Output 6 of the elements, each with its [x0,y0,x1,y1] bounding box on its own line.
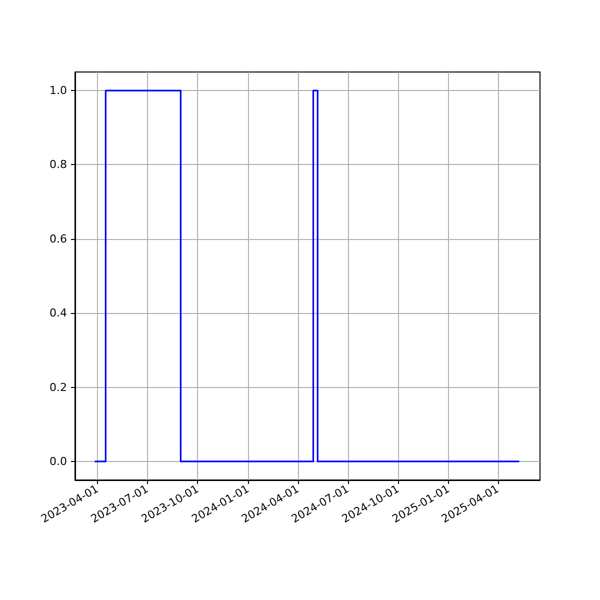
y-tick-label: 0.4 [50,306,67,320]
y-tick-label: 1.0 [50,84,67,98]
y-tick-label: 0.8 [50,158,67,172]
y-tick-label: 0.2 [50,380,67,394]
y-tick-label: 0.6 [50,232,67,246]
y-tick-label: 0.0 [50,454,67,468]
